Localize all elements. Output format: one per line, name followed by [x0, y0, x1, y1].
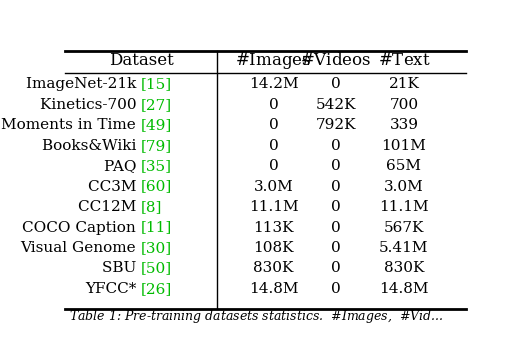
Text: [60]: [60]: [141, 179, 172, 194]
Text: 21K: 21K: [388, 77, 420, 91]
Text: 0: 0: [331, 139, 341, 153]
Text: 11.1M: 11.1M: [379, 200, 429, 214]
Text: [50]: [50]: [141, 261, 172, 276]
Text: [35]: [35]: [141, 159, 172, 173]
Text: 339: 339: [390, 118, 419, 132]
Text: 792K: 792K: [315, 118, 356, 132]
Text: SBU: SBU: [102, 261, 141, 276]
Text: COCO Caption: COCO Caption: [22, 221, 141, 234]
Text: 14.8M: 14.8M: [379, 282, 429, 296]
Text: [27]: [27]: [141, 98, 172, 112]
Text: 14.2M: 14.2M: [249, 77, 298, 91]
Text: 0: 0: [269, 98, 278, 112]
Text: 0: 0: [331, 159, 341, 173]
Text: 0: 0: [331, 179, 341, 194]
Text: 830K: 830K: [384, 261, 424, 276]
Text: $\#$Text: $\#$Text: [378, 52, 430, 69]
Text: 101M: 101M: [382, 139, 426, 153]
Text: 108K: 108K: [253, 241, 294, 255]
Text: CC3M: CC3M: [88, 179, 141, 194]
Text: ImageNet-21k: ImageNet-21k: [26, 77, 141, 91]
Text: 830K: 830K: [253, 261, 294, 276]
Text: $\#$Images: $\#$Images: [235, 50, 312, 71]
Text: CC12M: CC12M: [78, 200, 141, 214]
Text: 0: 0: [269, 159, 278, 173]
Text: Books&Wiki: Books&Wiki: [42, 139, 141, 153]
Text: 3.0M: 3.0M: [384, 179, 424, 194]
Text: 0: 0: [331, 241, 341, 255]
Text: PAQ: PAQ: [104, 159, 141, 173]
Text: 3.0M: 3.0M: [254, 179, 293, 194]
Text: 65M: 65M: [386, 159, 422, 173]
Text: 700: 700: [390, 98, 419, 112]
Text: 113K: 113K: [253, 221, 294, 234]
Text: 0: 0: [331, 77, 341, 91]
Text: 567K: 567K: [384, 221, 424, 234]
Text: $\#$Videos: $\#$Videos: [300, 52, 371, 69]
Text: 0: 0: [269, 139, 278, 153]
Text: 542K: 542K: [315, 98, 356, 112]
Text: Moments in Time: Moments in Time: [2, 118, 141, 132]
Text: [26]: [26]: [141, 282, 172, 296]
Text: [49]: [49]: [141, 118, 172, 132]
Text: [15]: [15]: [141, 77, 172, 91]
Text: Table 1: Pre-training datasets statistics.  $\#$Images,  $\#$Vid...: Table 1: Pre-training datasets statistic…: [69, 308, 443, 325]
Text: Visual Genome: Visual Genome: [21, 241, 141, 255]
Text: 11.1M: 11.1M: [249, 200, 298, 214]
Text: Dataset: Dataset: [109, 52, 174, 69]
Text: 0: 0: [331, 221, 341, 234]
Text: [79]: [79]: [141, 139, 172, 153]
Text: [30]: [30]: [141, 241, 172, 255]
Text: 0: 0: [331, 261, 341, 276]
Text: [8]: [8]: [141, 200, 163, 214]
Text: Kinetics-700: Kinetics-700: [39, 98, 141, 112]
Text: 14.8M: 14.8M: [249, 282, 298, 296]
Text: 0: 0: [331, 282, 341, 296]
Text: YFCC*: YFCC*: [85, 282, 141, 296]
Text: [11]: [11]: [141, 221, 172, 234]
Text: 5.41M: 5.41M: [379, 241, 429, 255]
Text: 0: 0: [331, 200, 341, 214]
Text: 0: 0: [269, 118, 278, 132]
